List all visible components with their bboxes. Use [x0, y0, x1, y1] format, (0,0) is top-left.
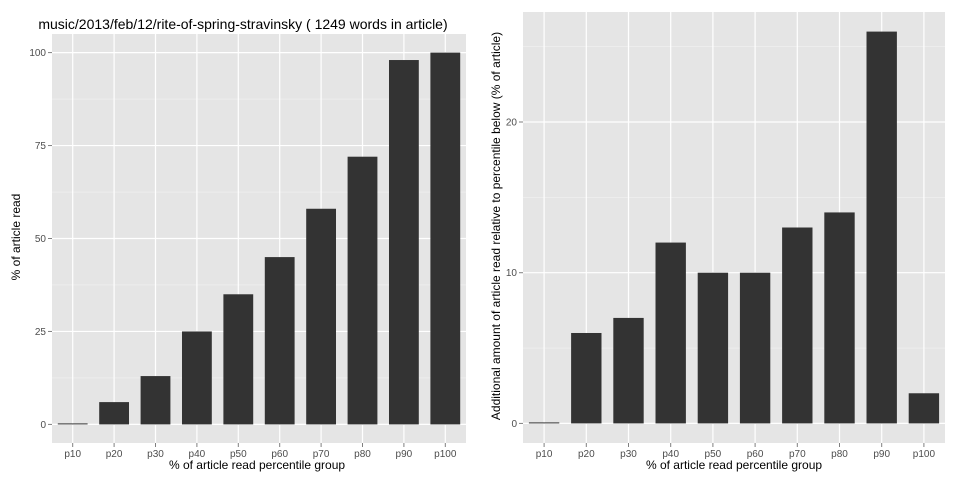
y-tick-label: 100: [29, 48, 46, 59]
x-tick-label: p40: [662, 449, 679, 460]
x-tick-label: p50: [705, 449, 722, 460]
bar-p80: [347, 156, 378, 425]
x-tick-label: p20: [106, 449, 123, 460]
x-tick-label: p10: [536, 449, 553, 460]
bar-p90: [866, 31, 897, 424]
bar-p30: [613, 317, 644, 424]
bar-p100: [430, 52, 461, 425]
bar-p40: [655, 242, 686, 424]
bar-p60: [739, 272, 771, 424]
y-tick-label: 50: [35, 234, 47, 245]
y-axis-title: % of article read: [9, 194, 23, 281]
x-tick-label: p80: [354, 449, 371, 460]
x-axis-title: % of article read percentile group: [169, 458, 345, 472]
x-tick-label: p70: [313, 449, 330, 460]
x-tick-label: p100: [913, 449, 936, 460]
chart-additional-read: 0 10 20 p10 p20 p30 p40 p50 p60 p70 p80 p90 p100 Add…: [489, 12, 945, 472]
x-tick-label: p60: [271, 449, 288, 460]
bar-p90: [388, 60, 419, 425]
bar-p60: [264, 257, 295, 425]
x-axis-title: % of article read percentile group: [646, 458, 822, 472]
x-tick-label: p30: [620, 449, 637, 460]
bar-p20: [571, 332, 602, 424]
x-tick-label: p50: [230, 449, 247, 460]
x-tick-label: p90: [396, 449, 413, 460]
chart-percent-read: 0 25 50 75 100 p10 p20 p30 p40 p50 p60 p70 p80 p90 p10…: [9, 16, 466, 472]
y-tick-label: 0: [40, 420, 46, 431]
y-tick-label: 25: [35, 327, 47, 338]
bar-p100: [908, 393, 940, 424]
bar-p80: [824, 212, 855, 424]
x-tick-label: p10: [64, 449, 81, 460]
bar-p10: [57, 423, 88, 425]
bar-p40: [181, 331, 212, 425]
y-tick-label: 10: [506, 268, 518, 279]
bar-p10: [528, 422, 560, 424]
bar-p70: [306, 208, 337, 425]
bar-p50: [697, 272, 729, 424]
x-tick-label: p30: [147, 449, 164, 460]
x-tick-label: p80: [831, 449, 848, 460]
bar-p70: [782, 227, 813, 424]
bar-p30: [140, 376, 171, 425]
x-tick-label: p70: [789, 449, 806, 460]
x-tick-label: p20: [578, 449, 595, 460]
x-tick-label: p40: [189, 449, 206, 460]
y-tick-label: 75: [35, 141, 47, 152]
chart-title: music/2013/feb/12/rite-of-spring-stravin…: [38, 16, 447, 32]
x-tick-label: p90: [873, 449, 890, 460]
plot-panel: 0 25 50 75 100 p10 p20 p30 p40 p50 p60 p70 p80 p90 p10…: [29, 34, 466, 460]
y-tick-label: 20: [506, 118, 518, 129]
y-axis-title: Additional amount of article read relati…: [489, 32, 503, 420]
plot-panel: 0 10 20 p10 p20 p30 p40 p50 p60 p70 p80 p90 p100: [506, 12, 945, 460]
x-tick-label: p60: [747, 449, 764, 460]
bar-p20: [99, 402, 130, 425]
y-tick-label: 0: [511, 419, 517, 430]
x-tick-label: p100: [434, 449, 457, 460]
bar-p50: [223, 294, 254, 425]
